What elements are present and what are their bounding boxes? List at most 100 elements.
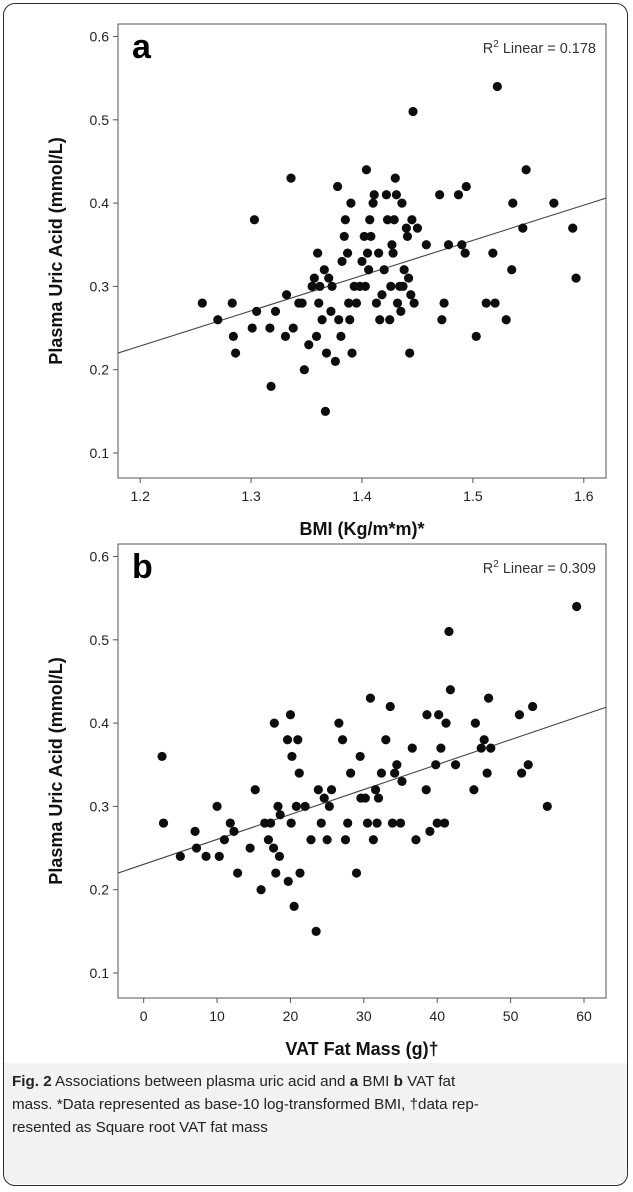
chart-b-data-point bbox=[263, 835, 274, 845]
chart-a-data-point bbox=[344, 298, 354, 308]
chart-b-data-point bbox=[385, 701, 395, 712]
chart-b-data-point bbox=[175, 851, 185, 861]
chart-a-data-point bbox=[213, 315, 223, 325]
chart-b-data-point bbox=[392, 760, 402, 770]
chart-a-data-point bbox=[309, 273, 319, 283]
chart-a-data-point bbox=[377, 290, 387, 300]
chart-b-data-point bbox=[201, 851, 211, 861]
chart-a-data-point bbox=[391, 190, 401, 200]
chart-a-data-point bbox=[197, 298, 207, 308]
chart-a-data-point bbox=[362, 248, 373, 258]
chart-a-data-point bbox=[389, 215, 399, 225]
caption-line-2: mass. *Data represented as base-10 log-t… bbox=[12, 1096, 479, 1113]
chart-b-data-point bbox=[450, 760, 461, 770]
chart-b-data-point bbox=[470, 718, 480, 728]
chart-b-fit-line bbox=[117, 706, 607, 874]
chart-a-data-point bbox=[369, 190, 379, 200]
caption-background bbox=[4, 1063, 627, 1184]
chart-b-data-point bbox=[479, 735, 489, 745]
chart-b-data-point bbox=[346, 768, 356, 778]
chart-b-data-point bbox=[157, 751, 167, 762]
chart-a-data-point bbox=[270, 306, 281, 316]
chart-b-data-point bbox=[372, 818, 382, 828]
chart-b-data-point bbox=[397, 776, 407, 787]
chart-b-data-point bbox=[572, 601, 582, 612]
chart-a-data-point bbox=[299, 365, 309, 375]
chart-a-data-point bbox=[330, 356, 340, 366]
chart-a-r2-label: R2 Linear = 0.178 bbox=[483, 39, 596, 57]
chart-a-data-point bbox=[361, 165, 372, 175]
chart-a-data-point bbox=[334, 315, 344, 325]
chart-a-data-point bbox=[381, 190, 391, 200]
chart-a-data-point bbox=[227, 298, 237, 308]
chart-b-data-point bbox=[214, 851, 224, 861]
chart-a-data-point bbox=[490, 298, 500, 308]
chart-a-data-point bbox=[252, 306, 262, 316]
chart-a-data-point bbox=[228, 331, 238, 341]
figure-frame bbox=[3, 3, 628, 1186]
chart-b-data-point bbox=[289, 901, 299, 911]
chart-b-data-point bbox=[517, 768, 527, 778]
caption-line-3: resented as Square root VAT fat mass bbox=[12, 1119, 268, 1136]
caption-text-3: VAT fat bbox=[402, 1073, 456, 1090]
chart-a-data-point bbox=[457, 240, 467, 250]
chart-b-data-point bbox=[422, 710, 432, 720]
chart-a-data-point bbox=[247, 323, 257, 333]
chart-a-data-point bbox=[364, 265, 374, 275]
chart-a-data-point bbox=[374, 248, 384, 258]
chart-a-data-point bbox=[421, 240, 431, 250]
chart-b-data-point bbox=[293, 735, 303, 745]
chart-b-data-point bbox=[225, 818, 235, 828]
chart-a-data-point bbox=[337, 256, 347, 267]
chart-b-data-point bbox=[381, 735, 391, 745]
chart-a-data-point bbox=[359, 231, 369, 242]
chart-a-data-point bbox=[339, 231, 349, 242]
chart-a-data-point bbox=[390, 173, 400, 183]
chart-a-data-point bbox=[288, 323, 298, 333]
chart-b-data-point bbox=[542, 801, 552, 812]
chart-b-data-point bbox=[322, 835, 332, 845]
chart-b-data-point bbox=[436, 743, 446, 753]
chart-b-data-point bbox=[476, 743, 486, 753]
chart-b-y-tick-label: 0.1 bbox=[90, 965, 110, 981]
chart-b-data-point bbox=[233, 868, 243, 878]
chart-b-data-point bbox=[319, 793, 329, 803]
chart-a-data-point bbox=[549, 198, 559, 208]
chart-b-data-point bbox=[445, 685, 456, 695]
chart-a-data-point bbox=[336, 331, 346, 341]
chart-b: 0.1 0.2 0.3 0.4 0.5 0.6 0 10 20 30 40 50 60 b R2 Linea… bbox=[46, 543, 607, 1059]
panel-a: 0.1 0.2 0.3 0.4 0.5 0.6 1.2 1.3 1.4 1.5 1.6 a R2 Lin… bbox=[0, 0, 633, 539]
chart-a-data-point bbox=[409, 298, 419, 308]
chart-a-data-point bbox=[501, 315, 511, 325]
chart-a-fit-line bbox=[117, 197, 607, 354]
chart-b-data-point bbox=[387, 818, 398, 828]
chart-b-data-point bbox=[269, 718, 279, 728]
chart-b-y-tick-label: 0.6 bbox=[90, 548, 110, 564]
chart-a-data-point bbox=[412, 223, 423, 233]
chart-b-data-point bbox=[390, 768, 400, 778]
chart-b-data-point bbox=[286, 818, 296, 828]
chart-a-y-axis-title: Plasma Uric Acid (mmol/L) bbox=[46, 137, 66, 364]
chart-a-data-point bbox=[266, 381, 276, 391]
chart-a-data-point bbox=[518, 223, 528, 233]
chart-a-data-point bbox=[407, 215, 417, 225]
chart-b-y-tick-label: 0.3 bbox=[90, 798, 110, 814]
chart-a-data-point bbox=[385, 315, 395, 325]
chart-a-data-point bbox=[396, 306, 406, 316]
figure-caption: Fig. 2 Associations between plasma uric … bbox=[12, 1070, 620, 1139]
chart-a-data-point bbox=[249, 215, 260, 225]
chart-b-data-point bbox=[483, 693, 494, 703]
chart-b-data-point bbox=[340, 835, 351, 845]
chart-a-data-point bbox=[388, 248, 398, 258]
chart-a-x-tick-label: 1.3 bbox=[241, 488, 261, 504]
chart-a-data-point bbox=[507, 265, 517, 275]
chart-a-y-tick-label: 0.1 bbox=[90, 445, 110, 461]
chart-b-data-point bbox=[355, 751, 365, 762]
chart-a-data-point bbox=[319, 265, 329, 275]
chart-b-data-point bbox=[245, 843, 255, 853]
chart-a-panel-letter: a bbox=[132, 28, 152, 66]
chart-b-data-point bbox=[324, 801, 334, 812]
chart-a-data-point bbox=[402, 231, 413, 242]
chart-b-data-point bbox=[273, 801, 283, 812]
chart-a-data-point bbox=[379, 265, 389, 275]
